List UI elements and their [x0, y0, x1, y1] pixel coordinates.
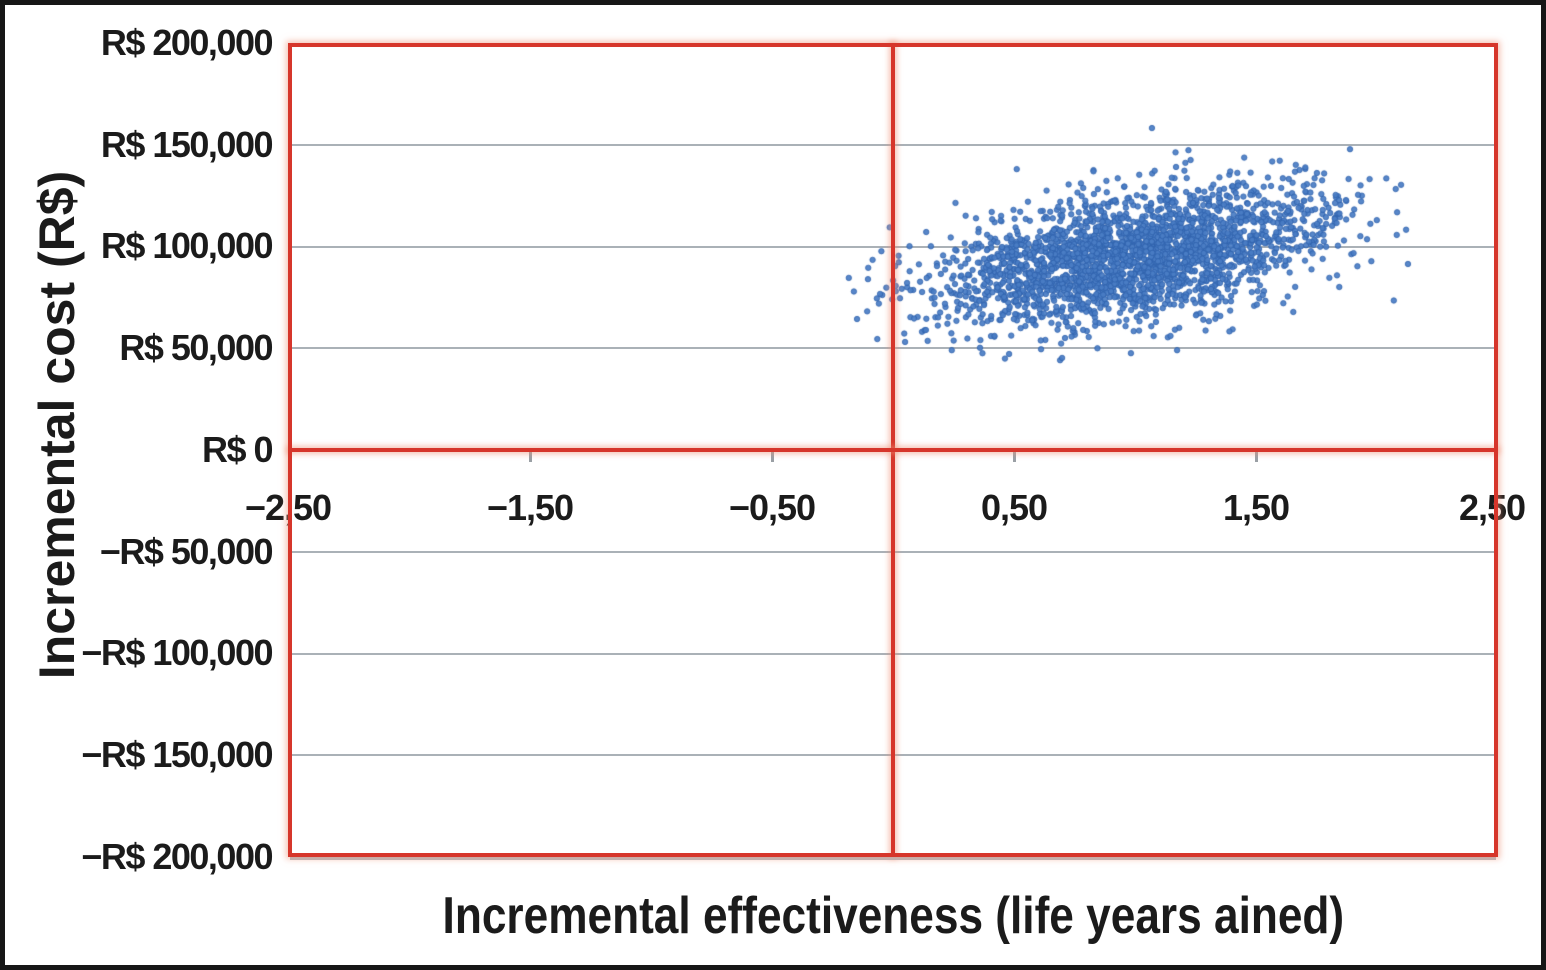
y-zero-reference-line: [288, 448, 1498, 452]
y-tick-label: R$ 150,000: [100, 124, 274, 165]
y-tick-label: −R$ 50,000: [99, 531, 274, 572]
y-tick-label: −R$ 150,000: [81, 734, 273, 775]
x-axis-title: Incremental effectiveness (life years ai…: [442, 887, 1344, 945]
y-tick-label: R$ 200,000: [100, 22, 274, 63]
y-axis-title: Incremental cost (R$): [29, 170, 85, 680]
y-tick-label: R$ 0: [201, 429, 274, 470]
y-tick-label: R$ 50,000: [119, 327, 273, 368]
y-tick-label: R$ 100,000: [100, 225, 274, 266]
plot-area: [288, 43, 1498, 857]
y-tick-label: −R$ 100,000: [81, 632, 273, 673]
y-tick-label: −R$ 200,000: [81, 836, 273, 877]
plot-border: [288, 43, 1498, 857]
